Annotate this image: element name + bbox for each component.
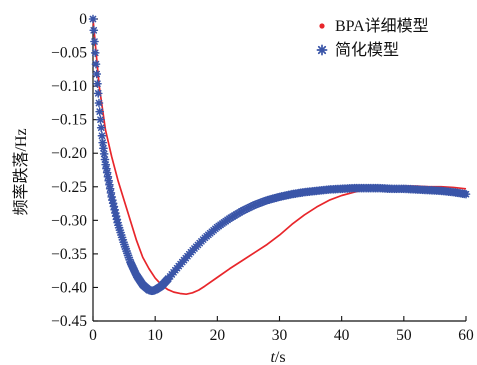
- x-tick-label: 0: [89, 327, 97, 344]
- x-tick-label: 40: [334, 327, 350, 344]
- ticks: 0 −0.05 −0.10 −0.15 −0.20 −0.25 −0.30 −0.35 −0.4…: [51, 11, 474, 344]
- axes: [92, 19, 466, 322]
- legend-marker-1: [319, 23, 325, 29]
- y-tick-label: −0.35: [51, 246, 87, 263]
- x-tick-label: 20: [210, 327, 226, 344]
- y-tick-label: 0: [79, 11, 87, 28]
- x-axis-title-unit: /s: [275, 349, 286, 365]
- y-tick-label: −0.20: [51, 145, 87, 162]
- y-tick-label: −0.40: [51, 279, 87, 296]
- y-axis-title: 频率跌落/Hz: [12, 128, 30, 215]
- y-tick-label: −0.30: [51, 212, 87, 229]
- y-tick-label: −0.15: [51, 112, 87, 129]
- y-tick-label: −0.45: [51, 313, 87, 330]
- legend-marker-2: [316, 44, 328, 56]
- y-tick-label: −0.10: [51, 78, 87, 95]
- legend-label-2: 简化模型: [335, 41, 399, 59]
- x-axis-title-var: t: [270, 349, 275, 365]
- x-axis-title: t/s: [270, 349, 285, 365]
- y-tick-label: −0.05: [51, 45, 87, 62]
- x-tick-label: 60: [458, 327, 474, 344]
- legend-label-1: BPA详细模型: [335, 17, 429, 35]
- x-tick-label: 50: [396, 327, 412, 344]
- y-tick-label: −0.25: [51, 179, 87, 196]
- series-1: [92, 18, 467, 296]
- series-line: [92, 18, 467, 296]
- series-markers: [88, 14, 471, 296]
- series-layer: [88, 14, 471, 296]
- x-tick-label: 10: [147, 327, 163, 344]
- series-2: [88, 14, 471, 296]
- x-tick-label: 30: [272, 327, 288, 344]
